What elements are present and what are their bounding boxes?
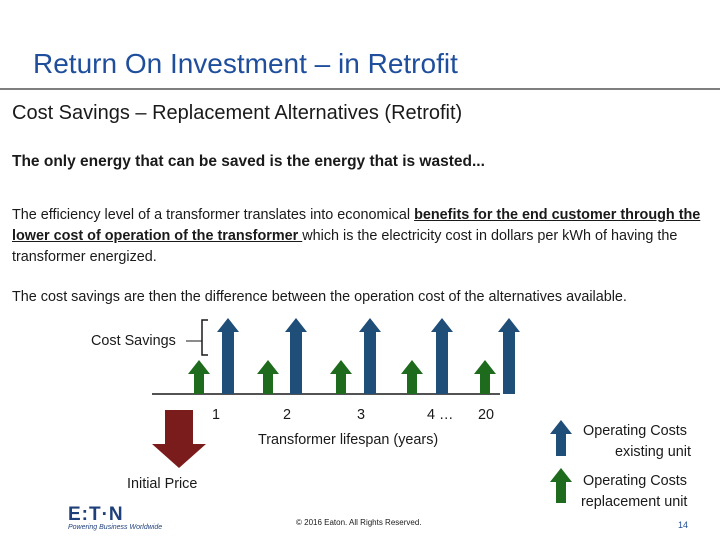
page-number: 14 xyxy=(678,520,689,530)
efficiency-paragraph: The efficiency level of a transformer tr… xyxy=(12,205,702,268)
initial-price-label: Initial Price xyxy=(127,476,198,492)
existing-cost-arrow-year-20 xyxy=(498,318,520,394)
para1-before: The efficiency level of a transformer tr… xyxy=(12,207,415,223)
legend-existing-line1: Operating Costs xyxy=(583,423,687,439)
year-tick-3: 3 xyxy=(357,407,366,423)
year-tick-20: 20 xyxy=(478,407,495,423)
year-tick-2: 2 xyxy=(283,407,292,423)
eaton-logo: E:T·N xyxy=(68,504,124,525)
legend-replacement-line1: Operating Costs xyxy=(583,473,687,489)
replacement-cost-arrow-year-20 xyxy=(474,360,496,394)
legend-existing-arrow xyxy=(550,420,572,456)
para1-after: which is the electricity cost in dollars… xyxy=(12,228,678,265)
title-divider xyxy=(0,88,720,90)
legend-replacement-arrow xyxy=(550,468,572,503)
replacement-cost-arrow-year-3 xyxy=(330,360,352,394)
footer-copyright: © 2016 Eaton. All Rights Reserved. xyxy=(296,518,422,527)
cost-savings-paragraph: The cost savings are then the difference… xyxy=(12,289,627,305)
year-tick-4: 4 … xyxy=(427,407,454,423)
initial-price-arrow xyxy=(152,410,206,468)
replacement-cost-arrow-year-2 xyxy=(257,360,279,394)
existing-cost-arrow-year-4 xyxy=(431,318,453,394)
slide-subtitle: Cost Savings – Replacement Alternatives … xyxy=(12,102,463,124)
para1-underlined: benefits for the end customer through th… xyxy=(12,207,701,244)
slide-title: Return On Investment – in Retrofit xyxy=(33,48,458,79)
existing-cost-arrow-year-1 xyxy=(217,318,239,394)
legend-replacement-line2: replacement unit xyxy=(581,494,688,510)
cost-savings-label: Cost Savings xyxy=(91,333,176,349)
replacement-cost-arrow-year-4 xyxy=(401,360,423,394)
existing-cost-arrow-year-3 xyxy=(359,318,381,394)
year-tick-1: 1 xyxy=(212,407,221,423)
headline-text: The only energy that can be saved is the… xyxy=(12,153,485,170)
axis-label: Transformer lifespan (years) xyxy=(258,432,439,448)
existing-cost-arrow-year-2 xyxy=(285,318,307,394)
cost-savings-bracket xyxy=(201,319,208,356)
replacement-cost-arrow-year-1 xyxy=(188,360,210,394)
legend-existing-line2: existing unit xyxy=(615,444,691,460)
eaton-tagline: Powering Business Worldwide xyxy=(68,524,163,531)
